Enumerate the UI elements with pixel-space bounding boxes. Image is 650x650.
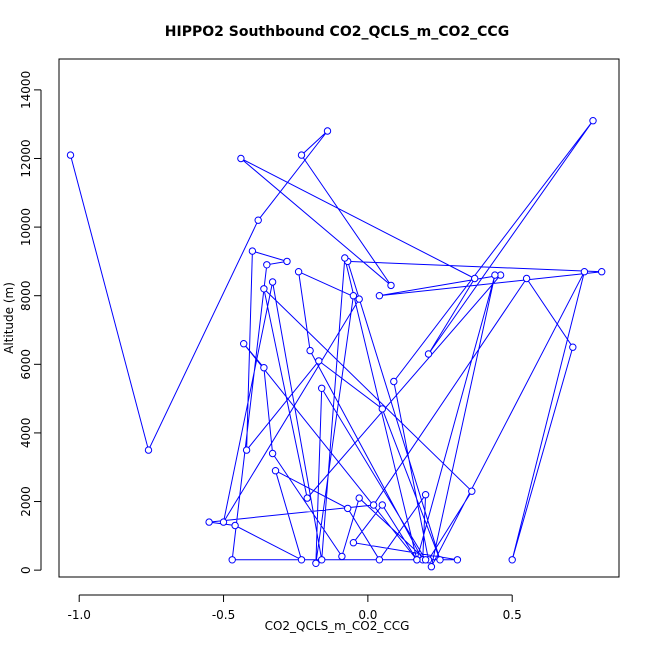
data-point [297,151,306,159]
y-axis-label: Altitude (m) [2,282,16,354]
data-point [248,247,257,255]
data-point [228,556,236,564]
data-point [297,556,306,564]
data-point [387,281,395,290]
data-point [580,268,589,276]
data-point [349,539,358,547]
data-point [240,340,248,348]
data-point [263,261,271,269]
data-point [421,556,430,564]
data-point [341,254,349,262]
data-point [355,494,363,502]
data-point [318,556,326,564]
data-point [375,292,384,300]
data-point [491,271,499,279]
data-point [254,216,262,224]
x-tick-label: -0.5 [212,608,235,622]
data-point [468,487,476,495]
data-point [453,556,462,564]
data-point [569,343,577,351]
y-tick-label: 4000 [19,418,33,449]
data-point [237,154,245,163]
x-axis-label: CO2_QCLS_m_CO2_CCG [265,619,410,633]
data-point [522,274,531,283]
data-point [294,268,303,276]
data-point [242,446,251,454]
y-tick-label: 6000 [19,349,33,380]
data-point [378,405,386,413]
data-point [315,357,323,365]
data-point [598,268,606,276]
data-point [436,556,444,564]
data-point [205,518,213,526]
data-point [66,151,75,159]
data-point [369,501,378,509]
data-point [219,518,228,526]
data-point [144,446,153,454]
x-tick-label: -1.0 [67,608,90,622]
data-point [260,364,268,372]
data-point [375,556,384,564]
x-tick-label: 0.0 [358,608,377,622]
data-point [471,274,479,283]
data-point [355,295,363,303]
data-point [318,384,326,392]
y-tick-label: 0 [19,566,33,574]
x-tick-label: 0.5 [503,608,522,622]
y-tick-label: 14000 [19,71,33,109]
data-point [508,556,516,564]
data-point [589,117,597,125]
y-axis: 0 2000 4000 6000 8000 10000 12000 14000 [19,71,42,574]
data-point [421,491,430,499]
y-tick-label: 8000 [19,280,33,311]
data-point [260,285,268,293]
data-point [268,278,277,286]
y-tick-label: 12000 [19,139,33,177]
data-point [390,377,398,386]
data-point [424,350,433,358]
data-point [338,552,346,561]
data-point [303,494,311,502]
series-group [66,117,606,571]
data-point [349,292,358,300]
chart-title: HIPPO2 Southbound CO2_QCLS_m_CO2_CCG [165,24,509,40]
data-point [413,556,421,564]
data-point [344,504,352,513]
y-tick-label: 2000 [19,486,33,517]
data-point [312,559,320,567]
data-point [268,449,277,458]
data-point [271,467,280,475]
plot-frame [58,58,620,578]
data-point [306,346,314,355]
y-tick-label: 10000 [19,208,33,246]
x-axis: -1.0 -0.5 0.0 0.5 [67,594,522,622]
data-point [231,521,239,530]
data-point [283,257,291,266]
data-point [323,127,332,135]
data-point [378,501,386,509]
data-point [427,563,436,571]
